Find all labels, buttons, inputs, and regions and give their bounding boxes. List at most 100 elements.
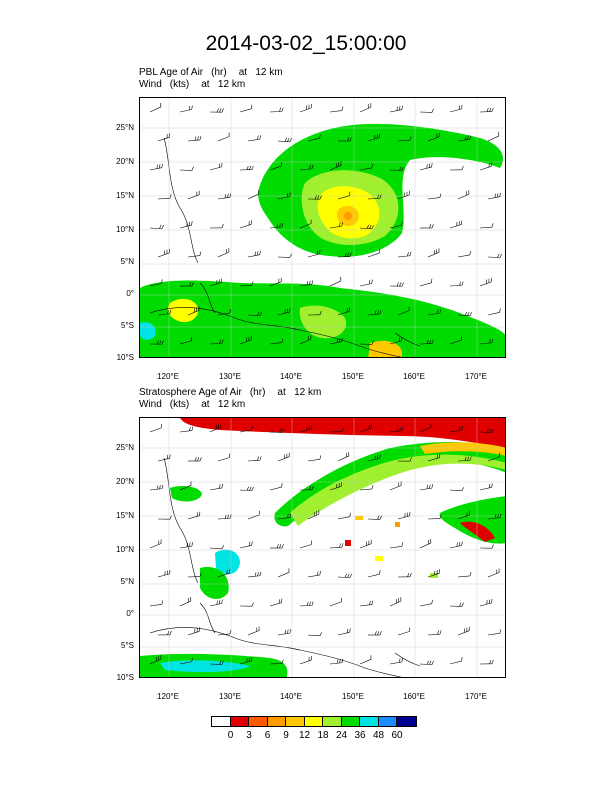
wind-barb-feather <box>257 251 259 256</box>
wind-barb-feather <box>311 485 314 490</box>
wind-barb-feather <box>399 282 402 287</box>
wind-barb-feather <box>199 457 202 462</box>
wind-barb-feather <box>499 192 501 197</box>
wind-barb <box>329 341 342 345</box>
wind-barb-feather <box>409 136 412 141</box>
wind-barb-feather <box>499 629 502 634</box>
wind-barb-feather <box>431 108 434 113</box>
wind-barb-feather <box>199 251 202 256</box>
wind-barb <box>247 630 260 636</box>
wind-barb <box>179 340 192 345</box>
wind-barb-feather <box>347 137 350 142</box>
wind-barb <box>427 457 440 462</box>
wind-barb-feather <box>431 339 434 344</box>
wind-barb-feather <box>376 455 379 460</box>
wind-barb <box>209 166 222 171</box>
wind-barb <box>457 193 470 200</box>
colorbar-box-4 <box>286 717 305 726</box>
wind-barb <box>247 514 260 520</box>
colorbar-label-24: 24 <box>335 730 348 741</box>
wind-barb-feather <box>341 222 343 227</box>
wind-barb-feather <box>469 572 472 577</box>
wind-barb-feather <box>254 251 256 256</box>
wind-barb-feather <box>248 541 251 546</box>
wind-barb-feather <box>169 515 172 520</box>
strat-coastlines <box>149 457 421 677</box>
wind-barb-feather <box>259 311 262 316</box>
strat-dot1 <box>345 540 351 546</box>
wind-barb-feather <box>246 165 249 170</box>
wind-barb-feather <box>319 570 321 575</box>
wind-barb-feather <box>169 309 172 314</box>
strat-dot3 <box>395 522 400 527</box>
pbl-equatorial-patch3 <box>368 340 402 357</box>
wind-barb-feather <box>489 659 492 664</box>
wind-barb-feather <box>377 194 380 199</box>
wind-barb <box>179 109 192 113</box>
wind-barb <box>487 517 500 520</box>
wind-barb-feather <box>227 514 230 519</box>
pbl-equatorial-patch1 <box>299 305 347 339</box>
colorbar-box-9 <box>378 717 397 726</box>
colorbar-label-6: 6 <box>264 730 271 741</box>
wind-barb <box>277 572 290 578</box>
wind-barb-feather <box>467 135 469 140</box>
wind-barb-feather <box>219 339 222 344</box>
wind-barb-feather <box>224 194 227 199</box>
wind-barb-feather <box>227 193 229 198</box>
wind-barb-feather <box>349 252 352 257</box>
wind-barb <box>487 196 500 200</box>
wind-barb-feather <box>464 456 467 461</box>
stratosphere-age-map <box>139 417 506 678</box>
wind-barb <box>277 456 290 462</box>
wind-barb-feather <box>257 311 260 316</box>
wind-barb-feather <box>289 629 291 634</box>
strat-mid-green <box>200 567 229 600</box>
wind-barb <box>397 139 410 142</box>
colorbar-box-7 <box>341 717 360 726</box>
wind-barb-feather <box>336 659 339 664</box>
wind-barb <box>427 252 440 258</box>
wind-barb-feather <box>499 513 502 518</box>
wind-barb <box>329 110 342 113</box>
wind-barb <box>419 166 432 171</box>
wind-barb-feather <box>317 195 320 200</box>
strat-dot5 <box>355 516 363 520</box>
wind-barb-feather <box>486 428 489 433</box>
wind-barb-feather <box>341 337 343 342</box>
wind-barb-feather <box>279 223 281 228</box>
wind-barb-feather <box>366 224 369 229</box>
wind-barb <box>449 224 462 229</box>
wind-barb-feather <box>281 544 284 549</box>
wind-barb-feather <box>461 602 464 607</box>
wind-barb <box>149 167 162 171</box>
wind-barb-feather <box>377 631 380 636</box>
wind-barb-feather <box>306 601 309 606</box>
wind-barb <box>217 197 230 200</box>
wind-barb <box>449 660 462 665</box>
wind-barb-feather <box>336 338 338 343</box>
wind-barb <box>389 600 402 607</box>
wind-barb-feather <box>199 572 202 577</box>
wind-barb-feather <box>491 338 494 343</box>
wind-barb <box>187 515 200 520</box>
wind-barb-feather <box>161 340 164 345</box>
strat-gridlines <box>140 418 505 677</box>
pbl-cyan-patch <box>140 322 156 340</box>
colorbar <box>211 716 417 727</box>
wind-barb <box>157 197 170 200</box>
wind-barb <box>359 488 372 491</box>
wind-barb-feather <box>371 485 374 490</box>
wind-barb-feather <box>189 426 191 431</box>
wind-barb-feather <box>251 486 254 491</box>
wind-barb-feather <box>191 657 193 662</box>
wind-barb-feather <box>306 281 309 286</box>
p1-lat-10n: 10°N <box>116 225 134 234</box>
wind-barb-feather <box>281 428 284 433</box>
wind-barb-feather <box>374 455 376 460</box>
wind-barb-feather <box>259 250 261 255</box>
wind-barb <box>299 544 312 549</box>
p2-lon-140e: 140°E <box>280 692 302 701</box>
wind-barb-feather <box>399 658 401 663</box>
wind-barb-feather <box>199 136 202 141</box>
